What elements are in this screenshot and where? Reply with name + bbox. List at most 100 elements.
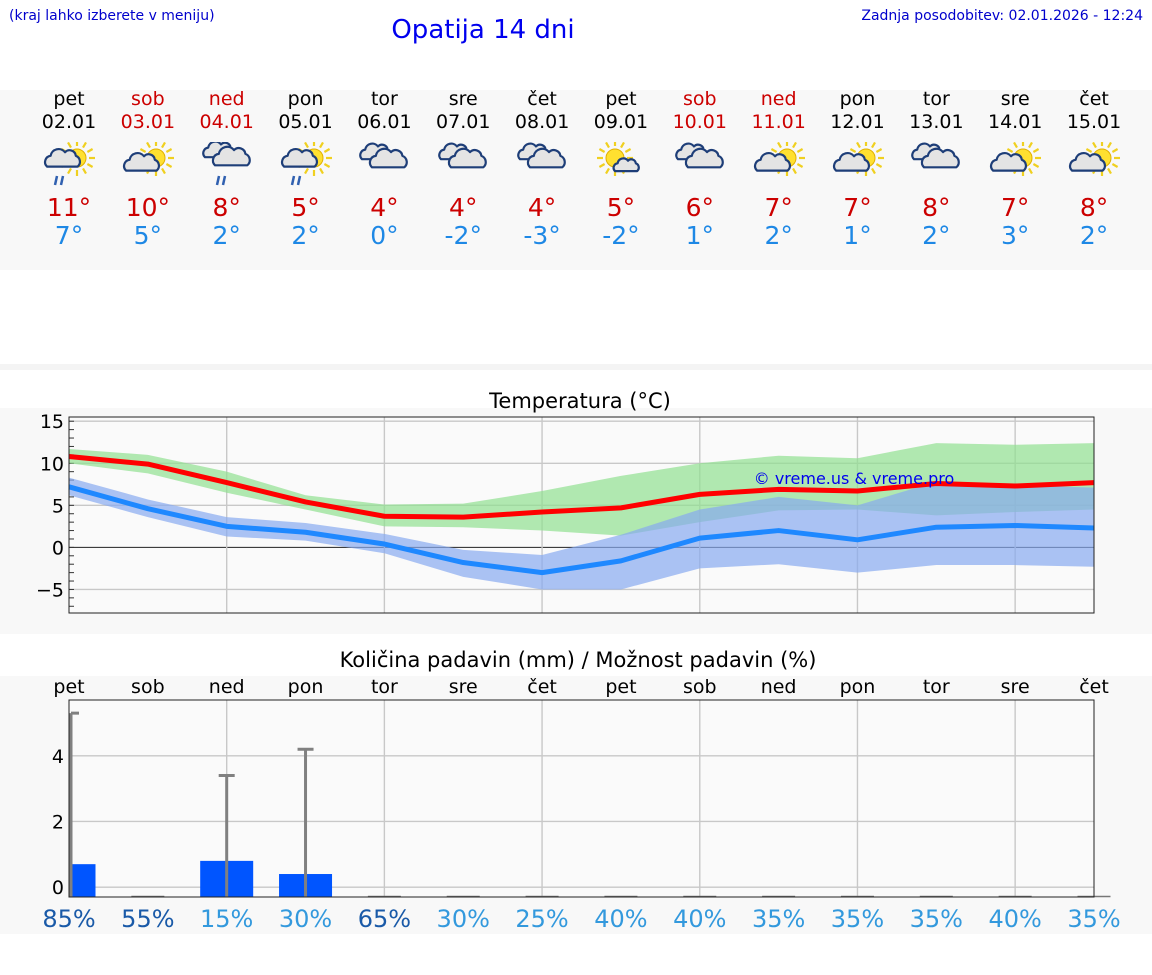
max-temperature-band	[69, 443, 1094, 536]
precipitation-day-label: sob	[683, 676, 717, 698]
date-label: 14.01	[987, 111, 1043, 133]
sun-small-cloud-icon	[596, 142, 640, 176]
precipitation-day-label: čet	[527, 676, 557, 698]
forecast-day: tor 13.01 8° 2°	[896, 88, 976, 250]
precipitation-probability: 65%	[358, 905, 411, 933]
precipitation-chart-title: Količina padavin (mm) / Možnost padavin …	[340, 648, 817, 672]
min-temp: 2°	[291, 221, 320, 250]
temperature-tick-label: 15	[40, 411, 64, 433]
weekday-label: čet	[1079, 88, 1109, 110]
watermark: © vreme.us & vreme.pro	[754, 469, 955, 488]
max-temp: 5°	[606, 193, 636, 222]
max-temp: 7°	[764, 193, 793, 222]
forecast-day: čet 15.01 8° 2°	[1054, 88, 1134, 250]
max-temp: 6°	[685, 193, 714, 222]
sun-cloud-icon	[753, 142, 805, 176]
max-temp: 4°	[370, 193, 399, 222]
cloud-icon	[675, 142, 724, 169]
precipitation-probability: 35%	[831, 905, 884, 933]
date-label: 04.01	[199, 111, 254, 133]
weekday-label: tor	[922, 88, 950, 110]
sun-cloud-icon	[1069, 142, 1121, 176]
weekday-label: ned	[208, 88, 245, 110]
max-temp: 4°	[449, 193, 478, 222]
min-temp: -3°	[523, 221, 561, 250]
last-updated: Zadnja posodobitev: 02.01.2026 - 12:24	[861, 8, 1143, 24]
precipitation-probability: 35%	[1067, 905, 1120, 933]
precipitation-probability: 40%	[988, 905, 1041, 933]
weekday-label: ned	[760, 88, 797, 110]
temperature-chart-title: Temperatura (°C)	[488, 389, 671, 413]
precipitation-probability: 35%	[910, 905, 963, 933]
date-label: 12.01	[830, 111, 885, 133]
date-label: 11.01	[751, 111, 806, 133]
precipitation-tick-label: 4	[52, 746, 64, 768]
precipitation-day-label: sre	[1001, 676, 1030, 698]
date-label: 10.01	[672, 111, 727, 133]
min-temperature-band	[69, 477, 1094, 590]
forecast-day: sre 07.01 4° -2°	[423, 88, 503, 250]
precipitation-tick-label: 2	[52, 811, 64, 833]
weekday-label: pet	[605, 88, 637, 110]
cloud-icon	[438, 142, 488, 169]
precipitation-day-label: tor	[923, 676, 950, 698]
min-temp: 1°	[685, 221, 714, 250]
forecast-day: čet 08.01 4° -3°	[502, 88, 582, 250]
temperature-tick-label: 5	[52, 495, 64, 517]
max-temp: 10°	[125, 193, 170, 222]
weekday-label: pon	[287, 88, 324, 110]
forecast-day: sob 03.01 10° 5°	[108, 88, 188, 250]
max-temp: 7°	[1000, 193, 1030, 222]
forecast-day: pon 12.01 7° 1°	[818, 88, 898, 250]
min-temp: 2°	[764, 221, 793, 250]
forecast-day: sre 14.01 7° 3°	[975, 88, 1055, 250]
precipitation-probability: 25%	[515, 905, 568, 933]
date-label: 13.01	[909, 111, 964, 133]
max-temp: 8°	[922, 193, 951, 222]
max-temp: 8°	[212, 193, 241, 222]
cloud-icon	[911, 142, 961, 169]
forecast-day: pet 09.01 5° -2°	[581, 88, 661, 250]
sun-cloud-rain-icon	[44, 142, 95, 186]
min-temp: 2°	[1079, 221, 1109, 250]
sun-cloud-icon	[122, 142, 174, 176]
precipitation-day-label: sob	[131, 676, 165, 698]
precipitation-day-label: pet	[53, 676, 84, 698]
max-temp: 8°	[1079, 193, 1109, 222]
separator	[0, 364, 1152, 370]
precipitation-bar	[69, 864, 96, 897]
date-label: 05.01	[278, 111, 333, 133]
precipitation-probability: 30%	[437, 905, 490, 933]
max-temp: 7°	[843, 193, 872, 222]
forecast-day: pet 02.01 11° 7°	[29, 88, 109, 250]
max-temp: 5°	[291, 193, 320, 222]
precipitation-probability: 40%	[673, 905, 726, 933]
weekday-label: sob	[683, 88, 717, 110]
cloud-rain-icon	[201, 142, 251, 186]
min-temp: -2°	[444, 221, 482, 250]
precipitation-tick-label: 0	[52, 877, 64, 899]
forecast-day: ned 11.01 7° 2°	[739, 88, 819, 250]
min-temp: 3°	[1000, 221, 1030, 250]
min-temp: 5°	[133, 221, 163, 250]
min-temp: 1°	[843, 221, 872, 250]
sun-cloud-icon	[832, 142, 884, 176]
temperature-tick-label: 0	[52, 537, 64, 559]
forecast-day: sob 10.01 6° 1°	[660, 88, 740, 250]
max-temp: 4°	[527, 193, 557, 222]
sun-cloud-icon	[990, 142, 1042, 176]
precipitation-probability: 35%	[752, 905, 805, 933]
min-temp: 7°	[54, 221, 84, 250]
location-hint: (kraj lahko izberete v meniju)	[9, 8, 215, 24]
weekday-label: tor	[370, 88, 398, 110]
precipitation-day-label: ned	[761, 676, 797, 698]
min-temp: 0°	[370, 221, 399, 250]
cloud-icon	[517, 142, 566, 169]
date-label: 06.01	[357, 111, 412, 133]
weekday-label: čet	[527, 88, 557, 110]
weekday-label: pet	[53, 88, 85, 110]
precipitation-day-label: pet	[605, 676, 636, 698]
min-temp: -2°	[602, 221, 640, 250]
date-label: 02.01	[41, 111, 97, 133]
